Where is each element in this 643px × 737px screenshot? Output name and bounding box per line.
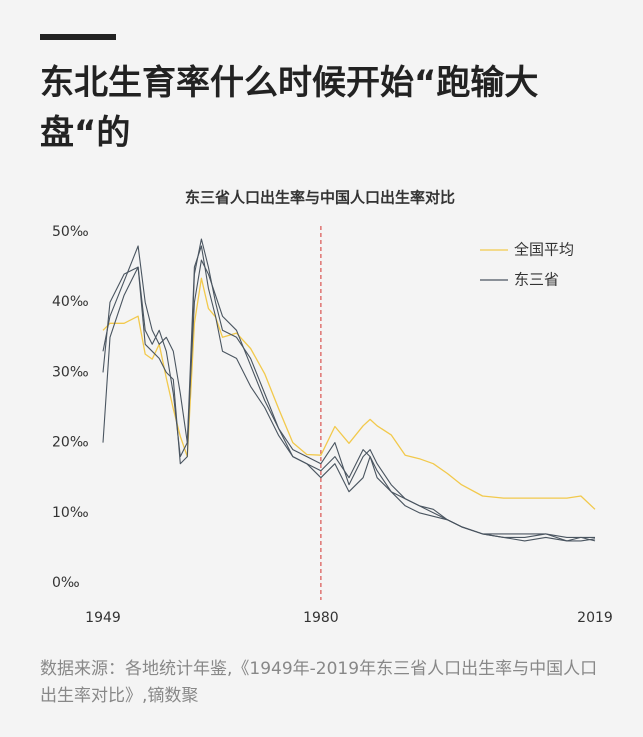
accent-bar bbox=[40, 34, 116, 40]
y-tick-label: 0‰ bbox=[52, 575, 80, 591]
data-line bbox=[102, 245, 595, 538]
y-tick-label: 10‰ bbox=[52, 505, 89, 521]
data-line bbox=[102, 277, 596, 510]
x-tick-label: 1980 bbox=[303, 610, 339, 626]
data-line bbox=[102, 245, 596, 542]
legend-label: 全国平均 bbox=[514, 241, 574, 259]
chart-title: 东三省人口出生率与中国人口出生率对比 bbox=[185, 189, 455, 207]
legend-label: 东三省 bbox=[514, 271, 559, 289]
x-tick-label: 2019 bbox=[577, 610, 613, 626]
source-note: 数据来源：各地统计年鉴,《1949年-2019年东三省人口出生率与中国人口出生率… bbox=[40, 659, 598, 706]
page-title: 东北生育率什么时候开始“跑输大盘“的 bbox=[40, 63, 539, 153]
x-tick-label: 1949 bbox=[85, 610, 121, 626]
y-tick-label: 20‰ bbox=[52, 435, 89, 451]
chart: 东三省人口出生率与中国人口出生率对比 0‰ 10‰ 20‰ 30‰ 40‰ 50‰ 1949… bbox=[52, 189, 613, 627]
y-tick-label: 30‰ bbox=[52, 364, 89, 380]
y-tick-label: 40‰ bbox=[52, 294, 89, 310]
y-tick-label: 50‰ bbox=[52, 224, 89, 240]
